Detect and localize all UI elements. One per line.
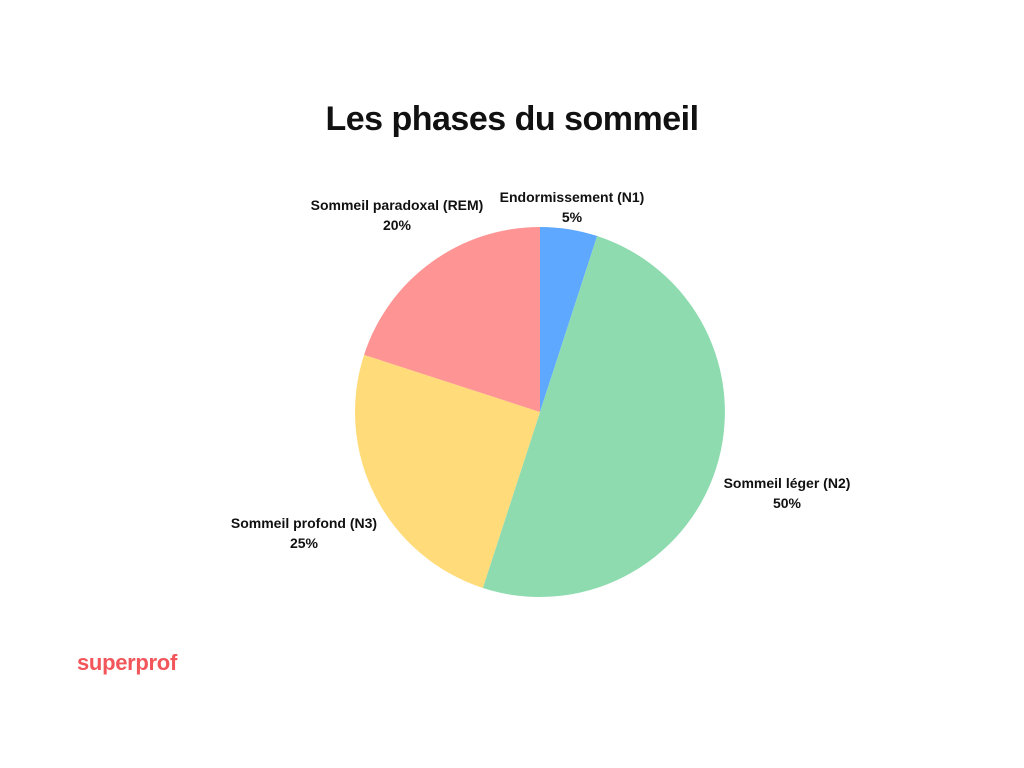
slice-value-label: 5% (562, 209, 583, 225)
slice-category-label: Sommeil léger (N2) (724, 475, 851, 491)
slice-category-label: Endormissement (N1) (500, 189, 645, 205)
slice-label-2: Sommeil léger (N2) 50% (724, 475, 851, 511)
pie-labels: Endormissement (N1) 5% Sommeil léger (N2) 5… (231, 189, 851, 551)
chart-title: Les phases du sommeil (325, 100, 699, 138)
slice-value-label: 20% (383, 217, 412, 233)
pie-slice-1 (540, 227, 598, 412)
slice-category-label: Sommeil paradoxal (REM) (311, 197, 484, 213)
pie-slice-4 (364, 227, 540, 412)
superprof-logo: superprof (77, 650, 177, 675)
pie-slice-2 (482, 236, 725, 597)
slice-value-label: 50% (773, 495, 802, 511)
slice-value-label: 25% (290, 535, 319, 551)
pie-slice-3 (355, 354, 540, 588)
pie-slices (355, 227, 725, 597)
slice-category-label: Sommeil profond (N3) (231, 515, 377, 531)
slice-label-1: Endormissement (N1) 5% (500, 189, 645, 225)
slice-label-4: Sommeil paradoxal (REM) 20% (311, 197, 484, 233)
slice-label-3: Sommeil profond (N3) 25% (231, 515, 377, 551)
